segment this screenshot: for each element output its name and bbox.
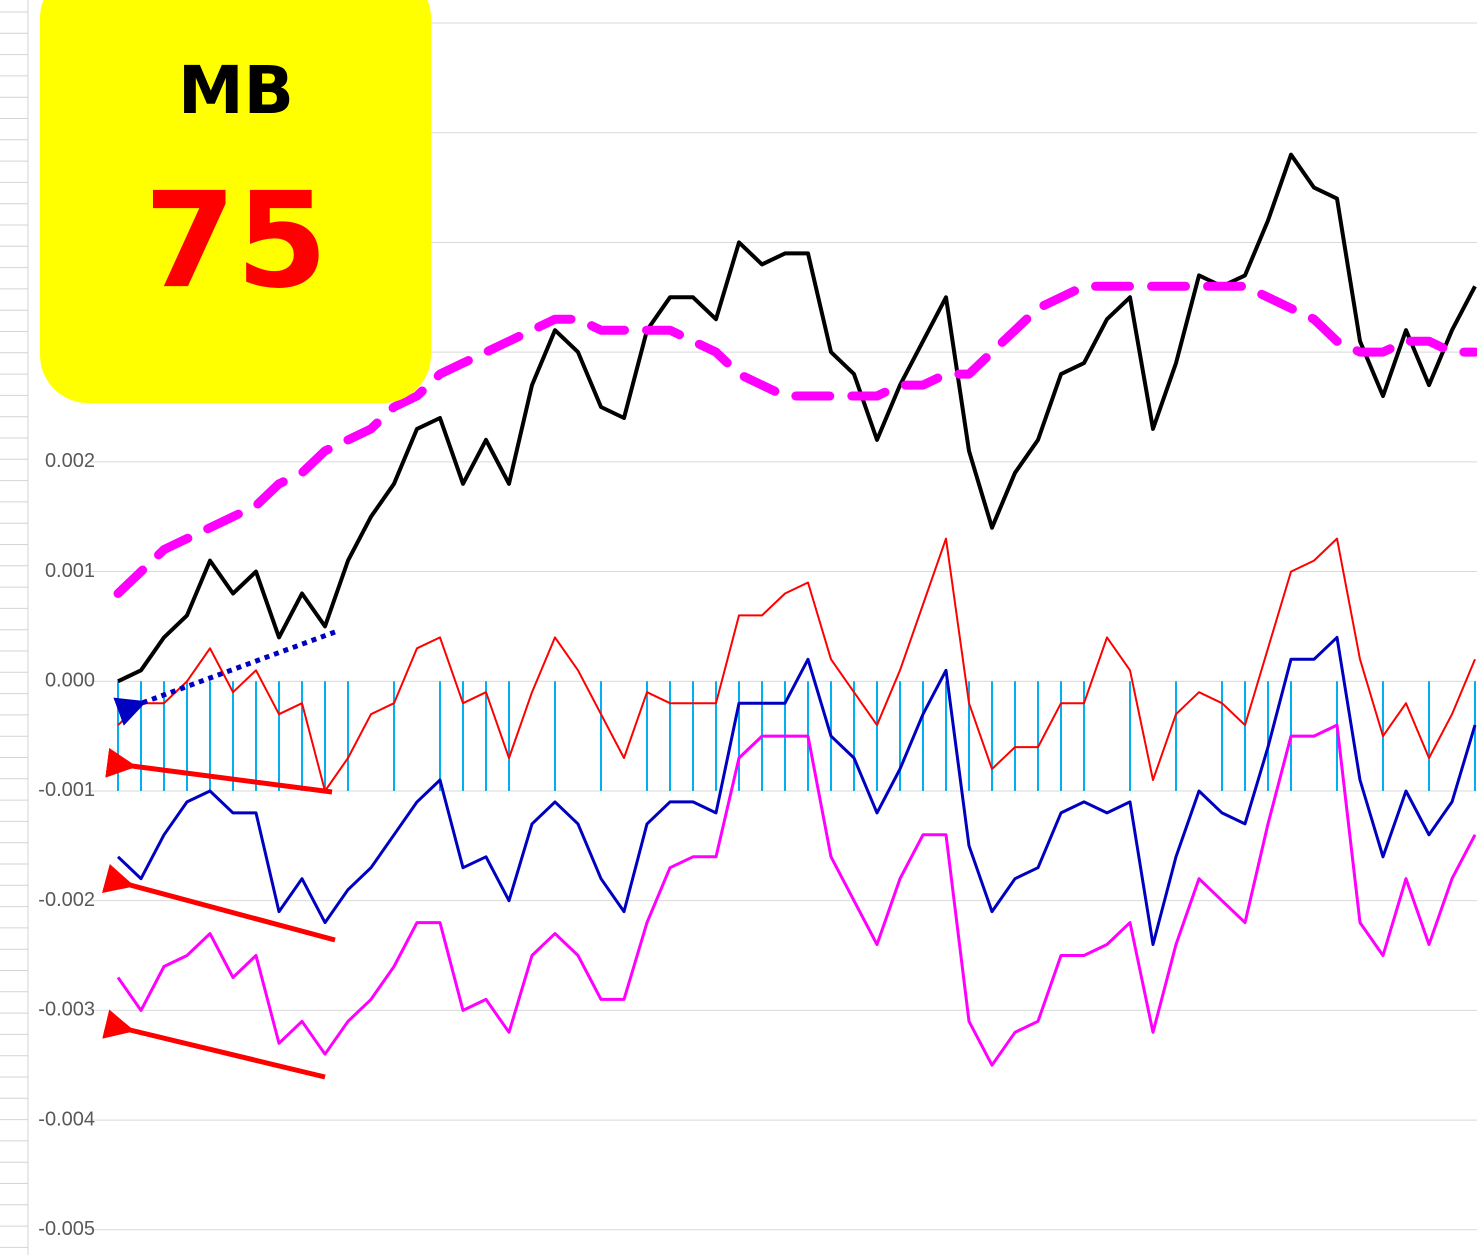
bar: [922, 681, 924, 791]
bar: [278, 681, 280, 791]
bar: [1267, 681, 1269, 791]
y-tick-label: -0.001: [38, 779, 95, 801]
bar: [899, 681, 901, 791]
bar: [1175, 681, 1177, 791]
bar: [991, 681, 993, 791]
bar: [738, 681, 740, 791]
bar: [669, 681, 671, 791]
y-tick-label: 0.000: [45, 670, 95, 692]
bar: [1221, 681, 1223, 791]
bar: [600, 681, 602, 791]
annotations: [101, 629, 336, 1080]
line: [117, 537, 1476, 792]
bar: [140, 681, 142, 791]
blue-dotted-arrow: [113, 629, 336, 726]
red-arrow: [101, 864, 336, 943]
badge: MB 75: [40, 0, 431, 403]
y-tick-label: -0.004: [38, 1108, 95, 1130]
bar: [462, 681, 464, 791]
line: [116, 635, 1477, 946]
bar: [163, 681, 165, 791]
bar: [393, 681, 395, 791]
bar: [554, 681, 556, 791]
bar: [646, 681, 648, 791]
red-arrow: [105, 747, 333, 795]
bar: [715, 681, 717, 791]
bar: [968, 681, 970, 791]
bar: [117, 681, 119, 791]
badge-title: MB: [178, 52, 294, 129]
bar: [186, 681, 188, 791]
bar: [232, 681, 234, 791]
bar: [1474, 681, 1476, 791]
y-tick-label: -0.003: [38, 999, 95, 1021]
bar: [853, 681, 855, 791]
line: [116, 723, 1477, 1067]
bar: [876, 681, 878, 791]
badge-value: 75: [144, 164, 328, 318]
bar: [439, 681, 441, 791]
plot-area: -0.005 -0.004 -0.003 -0.002 -0.001 0.000 0.001…: [38, 11, 1477, 1240]
bar: [692, 681, 694, 791]
bar: [255, 681, 257, 791]
bar: [1060, 681, 1062, 791]
y-tick-label: -0.002: [38, 889, 95, 911]
y-tick-label: -0.005: [38, 1218, 95, 1240]
bar: [1083, 681, 1085, 791]
dashed-line: [113, 281, 1477, 598]
y-tick-label: 0.001: [45, 560, 95, 582]
bar: [324, 681, 326, 791]
bar: [945, 681, 947, 791]
bar: [1037, 681, 1039, 791]
spreadsheet-cells: [0, 0, 29, 1255]
bar: [1244, 681, 1246, 791]
bar: [485, 681, 487, 791]
badge-box: [40, 0, 431, 403]
bar: [1014, 681, 1016, 791]
bar: [1129, 681, 1131, 791]
line: [117, 152, 1477, 684]
bar: [347, 681, 349, 791]
bar: [301, 681, 303, 791]
y-tick-label: 0.002: [45, 450, 95, 472]
bar: [508, 681, 510, 791]
bar: [209, 681, 211, 791]
bar: [1428, 681, 1430, 791]
red-arrow: [102, 1009, 326, 1080]
